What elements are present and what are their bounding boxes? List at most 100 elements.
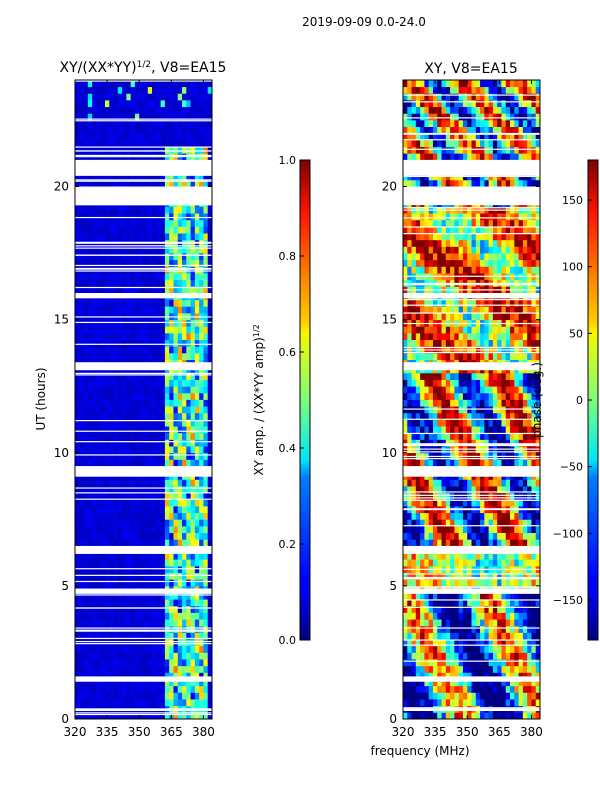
amp-heat-cell — [130, 679, 136, 687]
amp-heat-cell — [199, 266, 204, 274]
amp-heat-cell — [186, 352, 191, 360]
amp-heat-cell — [79, 299, 84, 307]
phase-heat-cell — [514, 672, 519, 680]
amp-heat-cell — [75, 299, 80, 307]
amp-heat-cell — [117, 632, 123, 640]
amp-heat-cell — [79, 519, 84, 527]
amp-heat-cell — [177, 206, 183, 214]
amp-heat-cell — [134, 692, 140, 700]
amp-heat-cell — [143, 126, 149, 134]
phase-heat-cell — [441, 552, 447, 560]
amp-heat-cell — [147, 226, 153, 234]
amp-heat-cell — [177, 612, 183, 620]
phase-heat-cell — [415, 612, 421, 620]
amp-heat-cell — [194, 379, 200, 387]
phase-heat-cell — [527, 486, 532, 494]
amp-heat-cell — [203, 499, 209, 507]
amp-heat-cell — [104, 173, 110, 181]
phase-heat-cell — [527, 419, 532, 427]
amp-heat-cell — [147, 326, 153, 334]
phase-heat-cell — [484, 692, 490, 700]
amp-heat-cell — [134, 665, 140, 673]
amp-heat-cell — [143, 512, 149, 520]
amp-flag-line — [75, 713, 212, 716]
phase-heat-cell — [505, 699, 511, 707]
amp-heat-cell — [96, 659, 102, 667]
amp-heat-cell — [126, 619, 132, 627]
amp-heat-cell — [113, 80, 119, 88]
phase-heat-cell — [505, 639, 511, 647]
phase-heat-cell — [424, 352, 430, 360]
phase-heat-cell — [484, 665, 490, 673]
amp-heat-cell — [156, 139, 162, 147]
amp-heat-cell — [173, 665, 179, 673]
amp-heat-cell — [117, 126, 123, 134]
amp-heat-cell — [199, 592, 204, 600]
amp-heat-cell — [199, 599, 204, 607]
amp-heat-cell — [79, 119, 84, 127]
phase-heat-cell — [475, 426, 481, 434]
amp-heat-cell — [92, 506, 97, 514]
amp-heat-cell — [126, 605, 132, 613]
phase-heat-cell — [484, 525, 490, 534]
amp-heat-cell — [182, 279, 187, 287]
amp-heat-cell — [186, 506, 191, 514]
amp-heat-cell — [79, 599, 84, 607]
amp-heat-cell — [126, 372, 132, 380]
amp-heat-cell — [109, 206, 114, 214]
amp-heat-cell — [190, 266, 196, 274]
amp-heat-cell — [117, 512, 123, 520]
amp-heat-cell — [199, 665, 204, 673]
phase-heat-cell — [471, 712, 477, 719]
amp-heat-cell — [109, 139, 114, 147]
amp-heat-cell — [113, 685, 119, 693]
phase-heat-cell — [492, 699, 498, 707]
phase-heat-cell — [510, 685, 515, 693]
phase-heat-cell — [420, 665, 425, 673]
amp-heat-cell — [194, 679, 200, 687]
amp-flag-line — [75, 712, 212, 714]
phase-heat-cell — [432, 605, 438, 613]
amp-heat-cell — [190, 286, 196, 294]
amp-heat-cell — [156, 605, 162, 613]
phase-heat-cell — [420, 379, 425, 387]
amp-heat-cell — [139, 579, 144, 587]
amp-heat-cell — [169, 286, 174, 294]
amp-heat-cell — [134, 579, 140, 587]
amp-heat-cell — [190, 299, 196, 307]
amp-heat-cell — [104, 306, 110, 314]
amp-heat-cell — [109, 106, 114, 114]
amp-heat-cell — [207, 406, 212, 414]
amp-heat-cell — [96, 672, 102, 680]
amp-heat-cell — [126, 665, 132, 673]
amp-heat-cell — [152, 206, 157, 214]
amp-heat-cell — [109, 492, 114, 500]
amp-flagged-band — [75, 466, 212, 477]
phase-heat-cell — [428, 532, 434, 540]
phase-heat-cell — [432, 512, 438, 520]
amp-heat-cell — [194, 439, 200, 447]
amp-heat-cell — [83, 605, 89, 613]
amp-heat-cell — [207, 106, 212, 114]
amp-heat-cell — [126, 259, 132, 267]
amp-heat-cell — [173, 659, 179, 667]
amp-heat-cell — [160, 679, 166, 687]
amp-heat-cell — [92, 93, 97, 101]
amp-heat-cell — [152, 685, 157, 693]
phase-heat-cell — [505, 459, 511, 467]
amp-heat-cell — [139, 672, 144, 680]
phase-heat-cell — [445, 426, 451, 434]
amp-heat-cell — [109, 306, 114, 314]
amp-heat-cell — [109, 685, 114, 693]
amp-heat-cell — [92, 246, 97, 254]
amp-heat-cell — [207, 499, 212, 507]
phase-heat-cell — [420, 486, 425, 494]
amp-heat-cell — [173, 386, 179, 394]
amp-heat-cell — [207, 386, 212, 394]
phase-heat-cell — [450, 539, 455, 547]
phase-heat-cell — [411, 532, 417, 540]
amp-heat-cell — [130, 93, 136, 101]
phase-heat-cell — [471, 486, 477, 494]
amp-heat-cell — [96, 492, 102, 500]
amp-heat-cell — [126, 219, 132, 227]
